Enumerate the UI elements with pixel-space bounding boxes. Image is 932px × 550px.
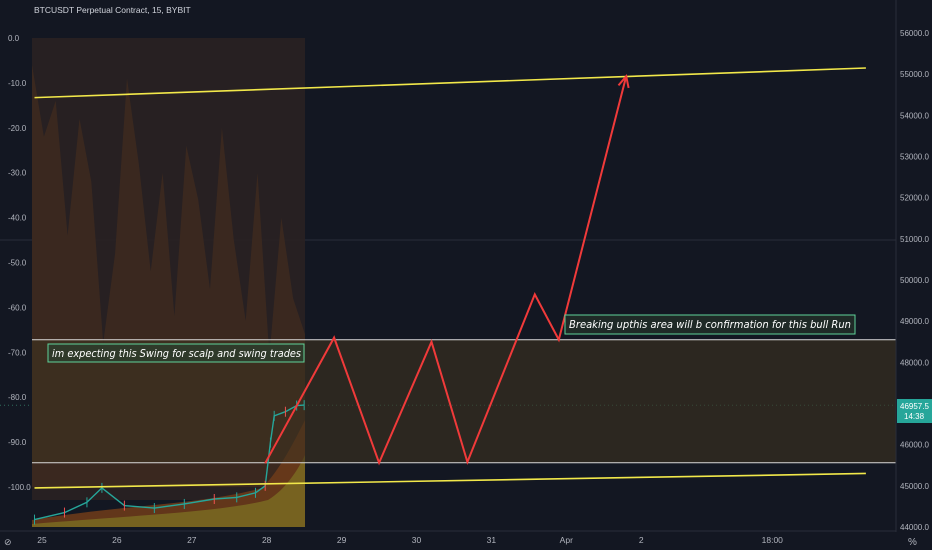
breakout-note[interactable]: Breaking upthis area will b confirmation…	[564, 314, 856, 335]
right-axis-tick-label: 45000.0	[900, 482, 929, 491]
time-axis-tick-label: 31	[487, 535, 497, 545]
breakout-note-text: Breaking upthis area will b confirmation…	[569, 318, 851, 331]
channel-lines	[34, 67, 866, 489]
left-axis-tick-label: -50.0	[8, 259, 27, 268]
percent-scale-button-bg	[905, 534, 921, 548]
time-axis-ticks[interactable]: 25 26 27 28 29 30 31 Apr 2 18:00	[37, 535, 783, 545]
right-axis-tick-label: 55000.0	[900, 70, 929, 79]
time-axis-tick-label: 2	[639, 535, 644, 545]
time-axis-tick-label: 26	[112, 535, 122, 545]
price-series	[34, 400, 305, 525]
swing-note-box	[47, 343, 305, 363]
time-axis-tick-label: 29	[337, 535, 347, 545]
right-axis-tick-label: 52000.0	[900, 194, 929, 203]
right-axis-tick-label: 54000.0	[900, 111, 929, 120]
upper-channel-line	[34, 67, 866, 99]
time-axis-tick-label: 28	[262, 535, 272, 545]
timezone-icon: ⊘	[4, 537, 12, 547]
right-axis-tick-label: 49000.0	[900, 317, 929, 326]
right-axis-tick-label: 53000.0	[900, 153, 929, 162]
right-axis-tick-label: 50000.0	[900, 276, 929, 285]
percent-scale-button[interactable]: %	[905, 534, 921, 548]
breakout-note-box	[564, 314, 856, 335]
right-axis-tick-label: 48000.0	[900, 358, 929, 367]
left-axis-tick-label: -30.0	[8, 169, 27, 178]
chart-title[interactable]: BTCUSDT Perpetual Contract, 15, BYBIT	[34, 5, 191, 15]
right-axis-tick-label: 56000.0	[900, 29, 929, 38]
left-axis-tick-label: -100.0	[8, 483, 31, 492]
time-axis-tick-label: 18:00	[762, 535, 784, 545]
left-axis-ticks: 0.0 -10.0 -20.0 -30.0 -40.0 -50.0 -60.0 -70.0 -8…	[8, 34, 31, 492]
right-axis-panel[interactable]	[896, 0, 932, 550]
left-axis-tick-label: -20.0	[8, 124, 27, 133]
right-axis-tick-label: 51000.0	[900, 235, 929, 244]
swing-note-text: im expecting this Swing for scalp and sw…	[52, 347, 301, 360]
left-axis-tick-label: -90.0	[8, 438, 27, 447]
right-axis-tick-label: 44000.0	[900, 523, 929, 532]
lower-channel-line	[34, 472, 866, 489]
projection-path	[264, 73, 630, 466]
right-axis-tick-label: 46000.0	[900, 441, 929, 450]
last-price-tag[interactable]: 46957.5 14:38	[897, 399, 932, 423]
time-axis-tick-label: Apr	[560, 535, 573, 545]
settings-badge[interactable]: ⊘	[4, 537, 12, 547]
projection-arrowhead	[617, 73, 630, 89]
left-axis-tick-label: -70.0	[8, 348, 27, 357]
price-line	[34, 404, 305, 521]
time-axis-tick-label: 27	[187, 535, 197, 545]
left-axis-tick-label: -80.0	[8, 393, 27, 402]
oscillator-band-base	[32, 455, 305, 527]
last-price-value: 46957.5	[900, 402, 929, 411]
left-axis-tick-label: -60.0	[8, 303, 27, 312]
time-axis-tick-label: 25	[37, 535, 47, 545]
time-axis-tick-label: 30	[412, 535, 422, 545]
swing-note[interactable]: im expecting this Swing for scalp and sw…	[47, 343, 305, 363]
projection-line	[264, 75, 628, 466]
last-price-tag-box	[897, 399, 932, 423]
left-axis-tick-label: -40.0	[8, 214, 27, 223]
left-axis-tick-label: 0.0	[8, 34, 20, 43]
left-axis-tick-label: -10.0	[8, 79, 27, 88]
bar-countdown: 14:38	[904, 412, 925, 421]
percent-icon: %	[908, 537, 917, 548]
